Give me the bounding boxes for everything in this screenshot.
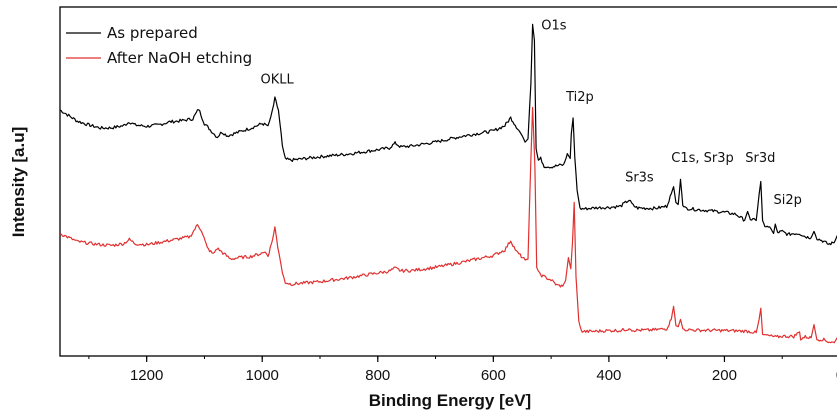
x-tick-label: 200 [712, 367, 737, 384]
series-layer [59, 23, 837, 344]
x-tick-label: 400 [596, 367, 621, 384]
peak-label: Sr3s [625, 170, 654, 185]
x-tick-label: 1200 [130, 367, 163, 384]
peak-annotations: O1s OKLL Ti2p Sr3s C1s, Sr3p Sr3d Si2p [260, 18, 802, 208]
series-line-as-prepared [59, 23, 837, 246]
peak-label: Si2p [774, 193, 802, 208]
peak-label: Sr3d [745, 151, 775, 166]
plot-frame [59, 6, 837, 357]
x-axis-title: Binding Energy [eV] [369, 391, 531, 410]
x-tick-label: 0 [836, 367, 837, 384]
peak-label: C1s, Sr3p [671, 151, 734, 166]
x-tick-label: 800 [365, 367, 390, 384]
x-tick-label: 600 [481, 367, 506, 384]
series-line-after-naoh [59, 106, 837, 344]
x-tick-label: 1000 [246, 367, 279, 384]
legend-label-after-naoh: After NaOH etching [107, 49, 252, 67]
x-axis-ticks: 1200 1000 800 600 400 200 0 [88, 356, 837, 384]
peak-label: OKLL [260, 73, 294, 88]
legend: As prepared After NaOH etching [66, 24, 252, 67]
peak-label: O1s [541, 18, 567, 33]
peak-label: Ti2p [565, 90, 594, 105]
y-axis-title: Intensity [a.u] [9, 127, 28, 238]
legend-label-as-prepared: As prepared [107, 24, 198, 42]
